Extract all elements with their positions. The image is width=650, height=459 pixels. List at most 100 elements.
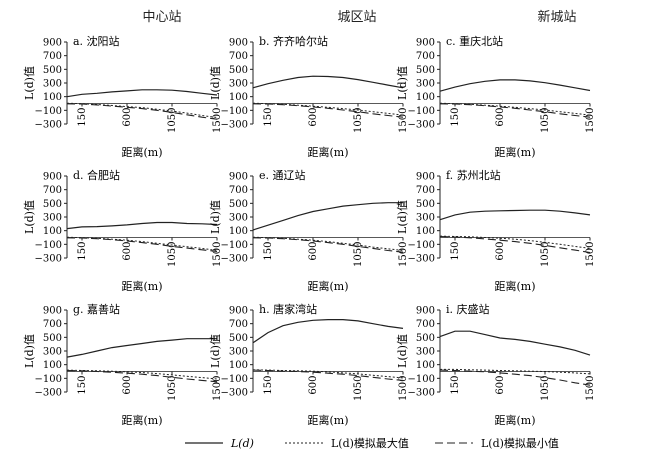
column-header-urban: 城区站 [337,10,377,25]
y-tick-label: 500 [43,199,62,210]
x-tick-label: 600 [122,376,133,395]
y-tick-label: −100 [221,106,248,117]
x-axis-title: 距离(m) [121,279,162,293]
x-tick-label: 600 [495,376,506,395]
panel-title: e. 通辽站 [259,168,306,182]
series-line-ld [252,202,403,231]
y-tick-label: 500 [416,199,435,210]
y-axis-title: L(d)值 [396,334,409,368]
y-tick-label: 900 [416,38,435,49]
panel-title: f. 苏州北站 [446,168,501,182]
y-tick-label: −100 [221,240,248,251]
x-tick-label: 600 [308,242,319,261]
y-tick-label: 700 [43,185,62,196]
x-axis-title: 距离(m) [121,413,162,427]
y-axis-title: L(d)值 [23,66,36,100]
y-tick-label: 300 [229,213,248,224]
y-tick-label: 100 [229,226,248,237]
y-tick-label: 900 [416,172,435,183]
panel-f: −300 −100 100 300 500 700 900 L(d)值 150 600 1050 15… [396,168,596,293]
panel-title: g. 嘉善站 [73,302,120,316]
series-line-min [66,369,218,383]
series-line-min [66,237,218,253]
x-axis-title: 距离(m) [494,145,535,159]
series-line-max [439,102,591,116]
legend-max-label: L(d)模拟最大值 [331,436,409,450]
series-line-ld [439,330,591,356]
x-tick-label: 600 [122,108,133,127]
x-tick-label: 600 [308,376,319,395]
panel-title: c. 重庆北站 [446,34,503,48]
y-tick-label: 100 [43,226,62,237]
y-tick-label: 500 [416,333,435,344]
y-tick-label: 700 [229,51,248,62]
x-axis-title: 距离(m) [307,279,348,293]
x-tick-label: 1050 [353,242,364,267]
panel-i: −300 −100 100 300 500 700 900 L(d)值 150 600 1050 15… [396,302,596,427]
panel-title: h. 唐家湾站 [259,302,317,316]
x-tick-label: 600 [308,108,319,127]
y-tick-label: −300 [408,254,435,265]
panel-title: a. 沈阳站 [73,34,120,48]
series-line-ld [66,221,218,230]
panel-g: −300 −100 100 300 500 700 900 L(d)值 150 600 1050 15… [23,302,223,427]
series-line-max [252,236,404,251]
panel-title: d. 合肥站 [73,168,120,182]
series-line-ld [439,79,591,92]
chart-grid: −300 −100 100 300 500 700 900 L(d)值 150 600 1050 15… [23,34,596,427]
x-tick-label: 1050 [540,108,551,133]
x-tick-label: 150 [450,242,461,261]
y-tick-label: 500 [416,65,435,76]
series-line-min [252,369,404,381]
x-tick-label: 1500 [585,242,596,267]
y-tick-label: −100 [221,374,248,385]
column-header-center: 中心站 [142,10,182,25]
column-header-new-city: 新城站 [537,10,577,25]
y-tick-label: 300 [416,79,435,90]
panel-a: −300 −100 100 300 500 700 900 L(d)值 150 600 1050 15… [23,34,223,159]
y-tick-label: 700 [43,319,62,330]
x-tick-label: 150 [263,242,274,261]
y-tick-label: 700 [416,185,435,196]
series-line-max [439,235,591,249]
x-tick-label: 600 [122,242,133,261]
y-tick-label: −100 [408,106,435,117]
x-axis-title: 距离(m) [121,145,162,159]
x-tick-label: 600 [495,242,506,261]
y-tick-label: 100 [229,360,248,371]
y-tick-label: 100 [416,226,435,237]
y-tick-label: −300 [408,388,435,399]
y-axis-title: L(d)值 [209,200,222,234]
y-tick-label: 500 [43,333,62,344]
y-axis-title: L(d)值 [23,200,36,234]
panel-c: −300 −100 100 300 500 700 900 L(d)值 150 600 1050 15… [396,34,596,159]
legend-min-label: L(d)模拟最小值 [481,436,559,450]
series-line-ld [439,209,591,221]
legend-ld-label: L(d) [230,437,254,450]
y-tick-label: 700 [43,51,62,62]
y-tick-label: −300 [221,254,248,265]
y-axis-title: L(d)值 [23,334,36,368]
legend: L(d) L(d)模拟最大值 L(d)模拟最小值 [185,436,559,450]
y-tick-label: −100 [408,240,435,251]
panel-b: −300 −100 100 300 500 700 900 L(d)值 150 600 1050 15… [209,34,409,159]
x-tick-label: 1500 [398,376,409,401]
x-tick-label: 1500 [398,242,409,267]
panel-e: −300 −100 100 300 500 700 900 L(d)值 150 600 1050 15… [209,168,409,293]
series-line-min [252,103,404,118]
y-axis-title: L(d)值 [209,66,222,100]
x-tick-label: 150 [77,108,88,127]
x-tick-label: 1500 [585,376,596,401]
series-line-max [252,102,404,116]
y-tick-label: 300 [43,347,62,358]
y-tick-label: 100 [43,360,62,371]
x-tick-label: 150 [263,376,274,395]
y-tick-label: 300 [416,347,435,358]
y-axis-title: L(d)值 [396,200,409,234]
y-tick-label: −100 [35,240,62,251]
y-axis-title: L(d)值 [396,66,409,100]
y-tick-label: 500 [229,199,248,210]
x-tick-label: 1500 [398,108,409,133]
y-tick-label: 300 [229,79,248,90]
